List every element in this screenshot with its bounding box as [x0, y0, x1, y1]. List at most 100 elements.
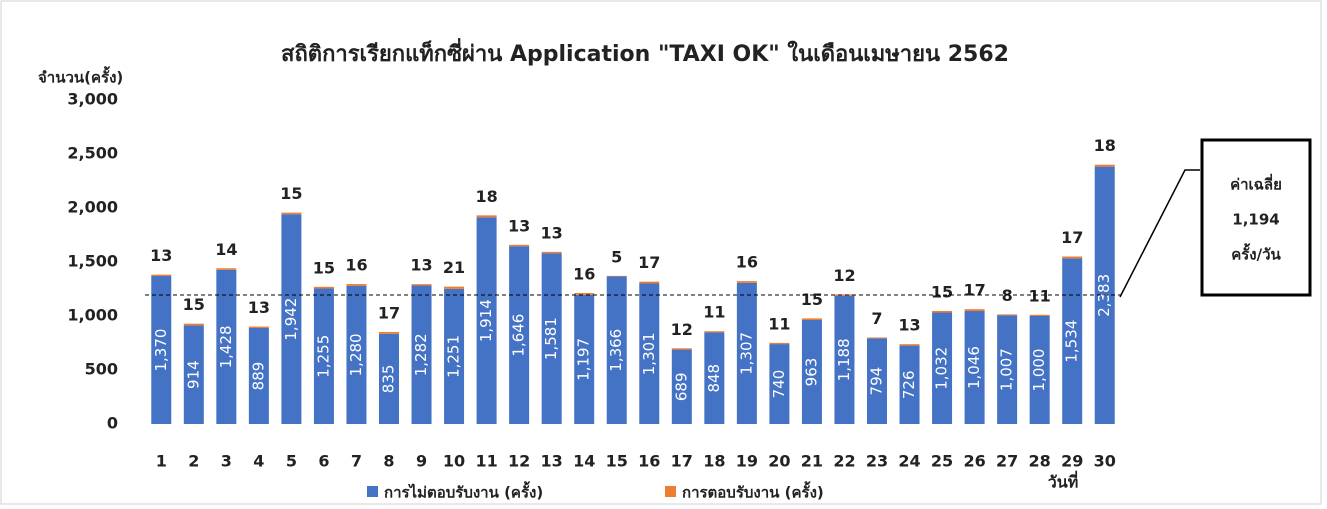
bar-value-label: 1,366 [607, 329, 625, 372]
bar-value-label: 740 [770, 370, 788, 399]
bar-value-label: 1,188 [835, 338, 853, 381]
bar-segment [444, 286, 465, 289]
bar-segment [379, 333, 399, 424]
y-tick-label: 2,000 [67, 198, 118, 217]
legend-label: การตอบรับงาน (ครั้ง) [682, 481, 824, 502]
y-tick-label: 2,500 [67, 144, 118, 163]
bar-top-label: 15 [801, 290, 823, 309]
bar-segment [281, 212, 302, 215]
y-tick-label: 3,000 [67, 90, 118, 109]
x-tick-label: 13 [541, 452, 563, 471]
x-tick-label: 26 [963, 452, 985, 471]
bar-top-label: 15 [313, 258, 335, 277]
y-tick-label: 1,000 [67, 306, 118, 325]
bar-segment [997, 314, 1018, 316]
x-tick-label: 4 [253, 452, 264, 471]
bar-value-label: 848 [705, 364, 723, 393]
bar-segment [509, 246, 530, 424]
bar-segment [867, 338, 887, 424]
bar-value-label: 1,914 [477, 299, 495, 342]
bar-value-label: 1,251 [445, 335, 463, 378]
bar-value-label: 1,581 [542, 317, 560, 360]
bar-segment [216, 268, 237, 270]
x-tick-label: 3 [221, 452, 232, 471]
bar-segment [1062, 258, 1083, 424]
bar-segment [248, 326, 269, 328]
x-tick-label: 18 [703, 452, 725, 471]
y-axis-label: จำนวน(ครั้ง) [38, 66, 123, 87]
bar-value-label: 1,032 [933, 347, 951, 390]
x-tick-label: 29 [1061, 452, 1083, 471]
bar-segment [281, 214, 302, 424]
bar-segment [834, 295, 855, 424]
x-tick-label: 14 [573, 452, 595, 471]
legend-swatch [665, 486, 676, 497]
bar-value-label: 1,534 [1063, 320, 1081, 363]
bar-top-label: 11 [1029, 286, 1051, 305]
bar-segment [1062, 256, 1083, 259]
annotation-title: ค่าเฉลี่ย [1230, 174, 1282, 194]
bar-segment [606, 276, 627, 424]
bar-value-label: 1,007 [998, 348, 1016, 391]
bar-top-label: 7 [871, 309, 882, 328]
bar-segment [346, 284, 367, 286]
bar-top-label: 21 [443, 258, 465, 277]
bar-top-label: 17 [963, 281, 985, 300]
bar-segment [1029, 316, 1050, 424]
bar-segment [736, 281, 757, 283]
bar-top-label: 13 [248, 298, 270, 317]
bar-top-label: 18 [1094, 136, 1116, 155]
bar-segment [444, 288, 465, 424]
bar-top-label: 5 [611, 247, 622, 266]
bar-top-label: 16 [573, 264, 595, 283]
bar-value-label: 963 [802, 358, 820, 387]
x-tick-label: 9 [416, 452, 427, 471]
bar-segment [704, 331, 725, 333]
bar-segment [216, 269, 237, 424]
bar-value-label: 1,282 [412, 333, 430, 376]
bar-segment [574, 294, 595, 424]
x-tick-label: 25 [931, 452, 953, 471]
bar-top-label: 11 [703, 303, 725, 322]
bar-segment [997, 315, 1018, 424]
bar-segment [183, 323, 204, 326]
bar-value-label: 835 [380, 365, 398, 394]
bar-top-label: 16 [345, 256, 367, 275]
bar-value-label: 794 [868, 367, 886, 396]
bar-segment [932, 310, 953, 313]
bar-top-label: 18 [475, 187, 497, 206]
x-tick-label: 15 [606, 452, 628, 471]
bar-value-label: 1,280 [347, 333, 365, 376]
bar-top-label: 11 [768, 314, 790, 333]
x-tick-label: 17 [671, 452, 693, 471]
bar-segment [964, 311, 985, 424]
bar-value-label: 914 [184, 360, 202, 389]
bar-top-label: 15 [183, 295, 205, 314]
bar-segment [509, 244, 530, 247]
bar-top-label: 12 [833, 266, 855, 285]
y-tick-label: 1,500 [67, 252, 118, 271]
bar-segment [899, 344, 920, 346]
x-tick-label: 2 [188, 452, 199, 471]
chart-title: สถิติการเรียกแท็กซี่ผ่าน Application "TA… [281, 37, 1009, 67]
bar-segment [639, 283, 660, 424]
bar-top-label: 13 [541, 223, 563, 242]
bar-segment [541, 251, 562, 254]
bar-segment [704, 332, 725, 424]
legend-label: การไม่ตอบรับงาน (ครั้ง) [384, 481, 543, 502]
y-tick-label: 0 [107, 414, 118, 433]
bar-segment [411, 285, 432, 424]
annotation-leader [1119, 169, 1200, 298]
bar-segment [932, 312, 953, 424]
x-tick-label: 6 [318, 452, 329, 471]
bar-top-label: 16 [736, 253, 758, 272]
annotation-box [1200, 138, 1312, 297]
bar-top-label: 15 [280, 184, 302, 203]
bar-top-label: 13 [508, 216, 530, 235]
x-tick-label: 19 [736, 452, 758, 471]
bar-segment [183, 325, 204, 424]
bar-value-label: 1,046 [965, 346, 983, 389]
bar-segment [899, 345, 920, 424]
bar-top-label: 14 [215, 240, 237, 259]
